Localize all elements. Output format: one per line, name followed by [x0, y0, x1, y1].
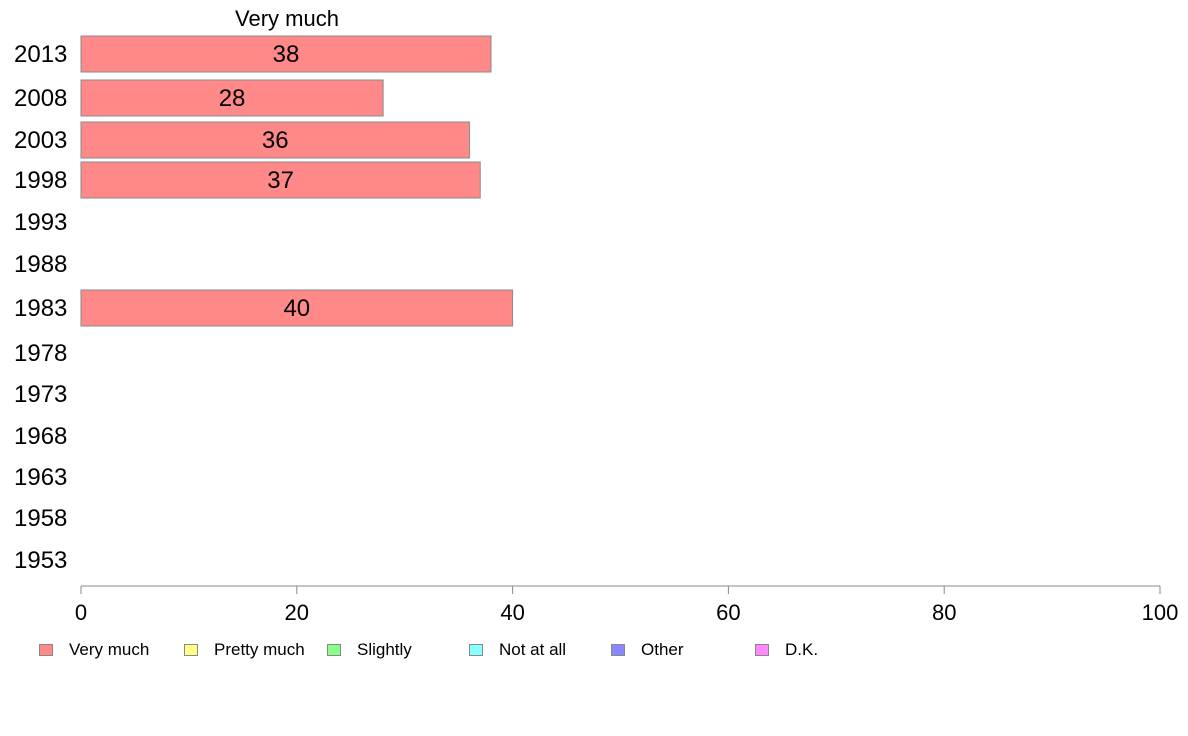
x-tick-label: 80 [932, 600, 956, 625]
bar-value-label: 28 [219, 85, 246, 112]
legend-swatch [327, 644, 341, 656]
x-tick-label: 100 [1142, 600, 1179, 625]
legend-item: D.K. [755, 639, 818, 661]
x-tick-label: 60 [716, 600, 740, 625]
y-tick-label: 1988 [14, 251, 67, 278]
y-tick-label: 1968 [14, 423, 67, 450]
bar [80, 289, 514, 327]
legend-label: Slightly [357, 640, 412, 659]
bars-group: 38 28 36 37 40 [80, 35, 514, 327]
legend-item: Slightly [327, 639, 412, 661]
y-tick-label: 1993 [14, 209, 67, 236]
bar-value-label: 38 [273, 41, 300, 68]
y-tick-label: 1978 [14, 340, 67, 367]
x-axis: 0 20 40 60 80 100 [75, 585, 1179, 625]
legend: Very much Pretty much Slightly Not at all Ot… [39, 639, 1139, 661]
x-tick-label: 0 [75, 600, 87, 625]
y-tick-label: 1963 [14, 464, 67, 491]
legend-swatch [39, 644, 53, 656]
bar [80, 79, 384, 117]
legend-label: Not at all [499, 640, 567, 659]
legend-item: Not at all [469, 639, 566, 661]
series-title: Very much [235, 6, 339, 31]
y-tick-label: 2008 [14, 85, 67, 112]
y-tick-label: 1973 [14, 381, 67, 408]
bar [80, 161, 481, 199]
legend-label: Pretty much [214, 640, 305, 659]
x-tick-label: 40 [500, 600, 524, 625]
legend-item: Other [611, 639, 684, 661]
bar-value-label: 37 [267, 167, 294, 194]
legend-item: Very much [39, 639, 149, 661]
legend-item: Pretty much [184, 639, 305, 661]
bar-value-label: 40 [283, 295, 310, 322]
legend-swatch [755, 644, 769, 656]
legend-swatch [184, 644, 198, 656]
y-tick-label: 2013 [14, 41, 67, 68]
legend-label: Other [641, 640, 684, 659]
legend-label: D.K. [785, 640, 819, 659]
x-tick-label: 20 [285, 600, 309, 625]
y-tick-label: 1983 [14, 295, 67, 322]
legend-swatch [469, 644, 483, 656]
y-tick-label: 1998 [14, 167, 67, 194]
y-tick-label: 2003 [14, 127, 67, 154]
y-tick-label: 1958 [14, 505, 67, 532]
bar [80, 35, 492, 73]
y-tick-label: 1953 [14, 547, 67, 574]
legend-label: Very much [69, 640, 150, 659]
bar [80, 121, 470, 159]
y-tick-labels: 2013 2008 2003 1998 1993 1988 1983 1978 1973 1968… [14, 41, 67, 574]
bar-value-label: 36 [262, 127, 289, 154]
legend-swatch [611, 644, 625, 656]
